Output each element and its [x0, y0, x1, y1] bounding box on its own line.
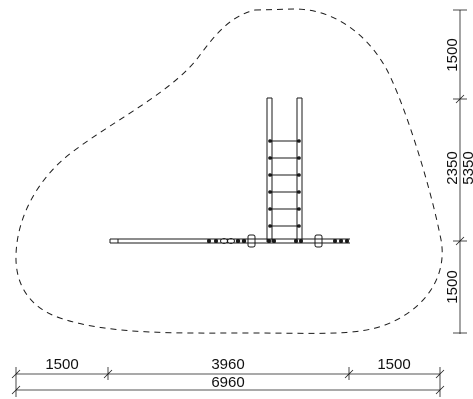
dim-bottom-total: 6960 — [211, 374, 244, 391]
safety-zone-outline — [15, 8, 443, 334]
dim-right-top: 1500 — [444, 38, 461, 71]
beam-fittings — [207, 234, 349, 248]
dim-right-total: 5350 — [460, 151, 473, 184]
ladder-frame — [266, 97, 303, 242]
dim-bottom-right: 1500 — [377, 356, 410, 373]
dim-bottom-left: 1500 — [45, 356, 78, 373]
dim-right-middle: 2350 — [444, 151, 461, 184]
horizontal-beam — [109, 238, 350, 244]
bottom-dimension-lines — [11, 367, 445, 397]
dim-bottom-middle: 3960 — [211, 356, 244, 373]
ladder-rungs — [268, 139, 301, 228]
dim-right-bottom: 1500 — [444, 270, 461, 303]
right-dimension-lines — [453, 9, 467, 334]
